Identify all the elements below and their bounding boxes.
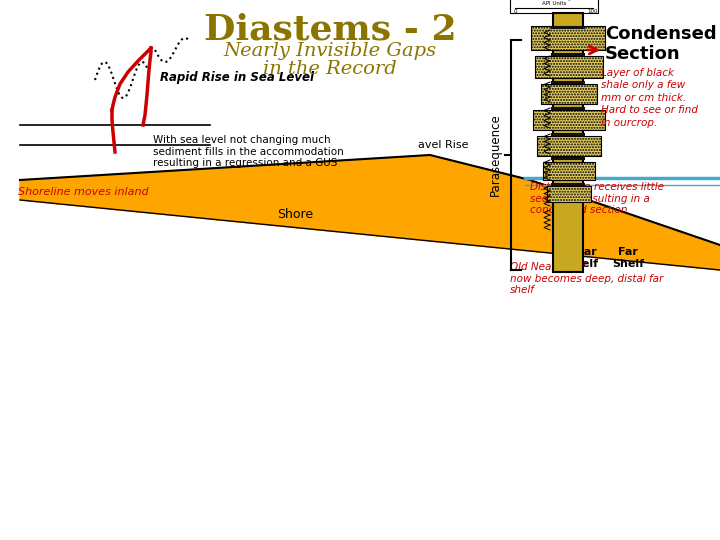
Bar (533, 110, 605, 130)
Bar (551, 183, 585, 186)
Bar (551, 25, 585, 29)
Bar (551, 52, 585, 56)
Bar (541, 84, 597, 104)
Text: Diastems - 2: Diastems - 2 (204, 12, 456, 46)
Polygon shape (20, 155, 720, 270)
Bar (551, 80, 585, 84)
Text: Layer of black
shale only a few
mm or cm thick.
Hard to see or find
in ourcrop.: Layer of black shale only a few mm or cm… (601, 68, 698, 127)
Bar (531, 26, 605, 50)
Text: Rapid Rise in Sea Level: Rapid Rise in Sea Level (160, 71, 314, 84)
Bar (537, 136, 601, 156)
Text: With sea level not changing much
sediment fills in the accommodation
resulting i: With sea level not changing much sedimen… (153, 135, 343, 168)
Text: Near
Shelf: Near Shelf (566, 247, 598, 268)
Bar (551, 157, 585, 159)
Text: Shoreline moves inland: Shoreline moves inland (18, 187, 148, 197)
Text: Distal basin receives little
sediment resulting in a
condensed section: Distal basin receives little sediment re… (530, 182, 664, 215)
Text: Old Near Shelf
now becomes deep, distal far
shelf: Old Near Shelf now becomes deep, distal … (510, 262, 663, 295)
Text: 0: 0 (513, 9, 517, 14)
Text: in the Record: in the Record (263, 60, 397, 78)
Text: Parasequence: Parasequence (488, 113, 502, 197)
Text: Far
Shelf: Far Shelf (612, 247, 644, 268)
Text: Nearly Invisible Gaps: Nearly Invisible Gaps (223, 42, 436, 60)
Bar (510, 0, 598, 13)
Text: avel Rise: avel Rise (418, 140, 469, 150)
Bar (535, 56, 603, 78)
Bar (543, 162, 595, 180)
Bar (553, 13, 583, 272)
Bar (551, 132, 585, 136)
Text: Condensed
Section: Condensed Section (605, 25, 716, 63)
Text: Shore: Shore (277, 208, 313, 221)
Bar (547, 186, 591, 202)
Bar (551, 106, 585, 110)
Text: 100: 100 (588, 9, 598, 14)
Text: Gamma Ray
API Units: Gamma Ray API Units (537, 0, 571, 6)
